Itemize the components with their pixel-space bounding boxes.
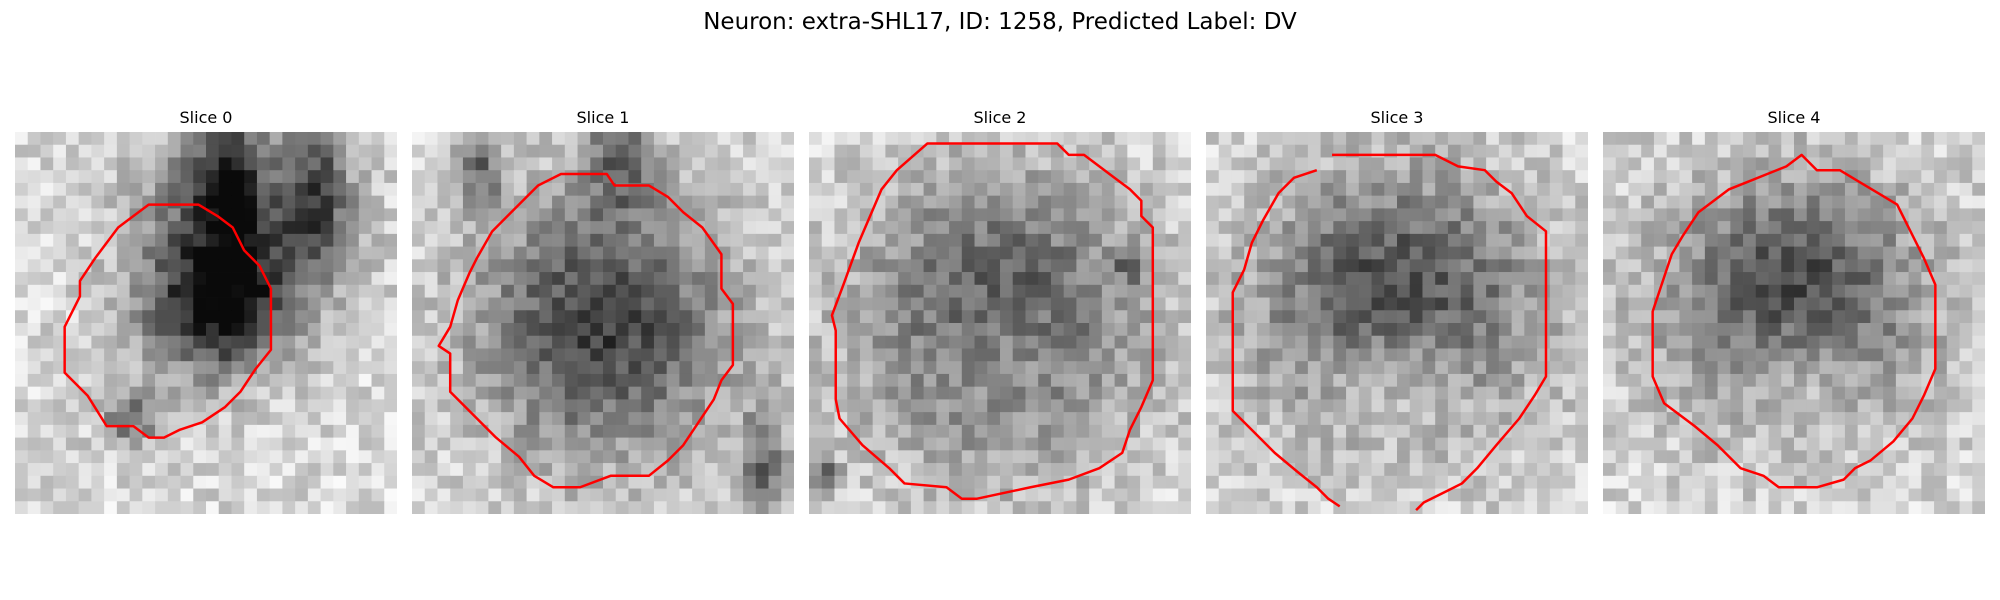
pixel-grid <box>15 132 397 514</box>
slice-panel-0: Slice 0 <box>15 108 397 514</box>
segmentation-contour <box>63 203 273 439</box>
slice-title: Slice 1 <box>576 108 630 127</box>
slice-image <box>412 132 794 514</box>
slice-panel-1: Slice 1 <box>412 108 794 514</box>
pixel-grid <box>1206 132 1588 514</box>
slice-panel-3: Slice 3 <box>1206 108 1588 514</box>
slice-image <box>1603 132 1985 514</box>
slice-panel-2: Slice 2 <box>809 108 1191 514</box>
figure-title: Neuron: extra-SHL17, ID: 1258, Predicted… <box>703 9 1297 35</box>
slice-image <box>15 132 397 514</box>
slice-title: Slice 0 <box>179 108 233 127</box>
slice-title: Slice 2 <box>973 108 1027 127</box>
slice-image <box>1206 132 1588 514</box>
segmentation-contour <box>1651 153 1937 489</box>
pixel-grid <box>412 132 794 514</box>
slice-title: Slice 3 <box>1370 108 1424 127</box>
slice-panel-4: Slice 4 <box>1603 108 1985 514</box>
segmentation-contour <box>1231 169 1341 508</box>
pixel-grid <box>809 132 1191 514</box>
slice-image <box>809 132 1191 514</box>
segmentation-contour <box>1332 153 1548 512</box>
segmentation-contour <box>830 142 1155 500</box>
slice-title: Slice 4 <box>1767 108 1821 127</box>
pixel-grid <box>1603 132 1985 514</box>
segmentation-contour <box>437 172 735 489</box>
